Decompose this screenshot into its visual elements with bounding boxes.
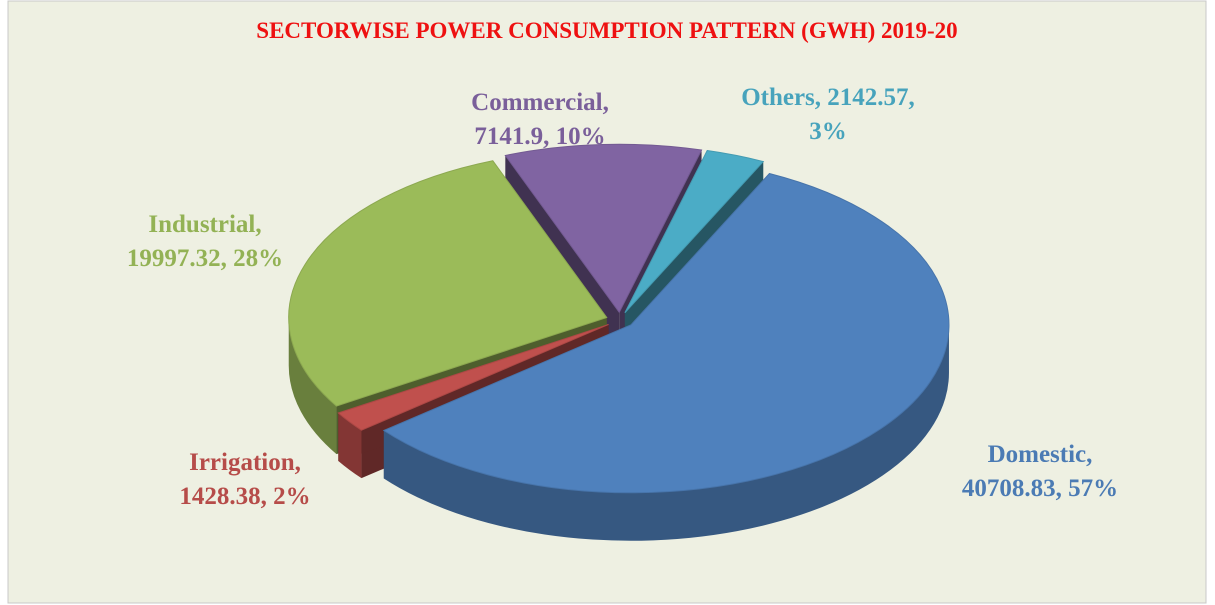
data-label-line: 19997.32, 28%	[127, 245, 283, 272]
slice	[624, 149, 765, 314]
data-label-line: 3%	[809, 118, 847, 145]
data-label-line: Commercial,	[471, 89, 609, 116]
slice-tops	[288, 143, 950, 494]
data-label-line: 1428.38, 2%	[179, 483, 310, 510]
chart-title: SECTORWISE POWER CONSUMPTION PATTERN (GW…	[256, 18, 957, 43]
slice-side	[288, 317, 337, 455]
data-labels: Others, 2142.57, 3% Domestic, 40708.83, 57%…	[127, 84, 1118, 510]
data-label-line: Industrial,	[148, 211, 261, 238]
data-label: Commercial, 7141.9, 10%	[471, 89, 609, 150]
slice	[504, 143, 703, 314]
data-label: Others, 2142.57, 3%	[741, 84, 915, 145]
slice-side	[338, 412, 362, 479]
data-label-line: Irrigation,	[189, 449, 301, 476]
slice	[382, 172, 950, 494]
data-label: Irrigation, 1428.38, 2%	[179, 449, 310, 510]
data-label-line: Others, 2142.57,	[741, 84, 915, 111]
slice	[288, 160, 608, 407]
data-label-line: 7141.9, 10%	[474, 123, 605, 150]
data-label-line: 40708.83, 57%	[962, 475, 1118, 502]
data-label: Industrial, 19997.32, 28%	[127, 211, 283, 272]
slice	[337, 323, 609, 431]
data-label-line: Domestic,	[988, 441, 1093, 468]
data-label: Domestic, 40708.83, 57%	[962, 441, 1118, 502]
slice-side	[383, 324, 949, 541]
